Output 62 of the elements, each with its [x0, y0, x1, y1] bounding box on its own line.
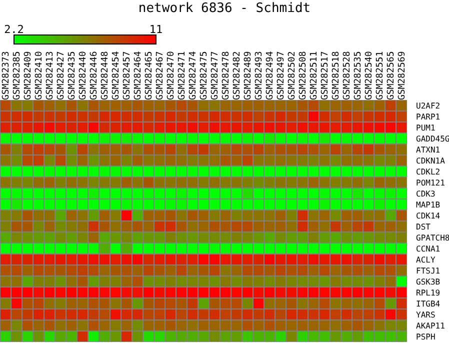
x-tick-label: GSM282471 [178, 51, 188, 100]
y-tick-label: PARP1 [416, 112, 440, 122]
y-tick-label: DST [416, 222, 431, 232]
x-tick-label: GSM282373 [2, 51, 12, 100]
x-tick-label: GSM282474 [188, 51, 198, 100]
x-tick-label: GSM282551 [376, 51, 386, 100]
x-tick-label: GSM282457 [122, 51, 132, 100]
y-tick-label: CDKN1A [416, 156, 446, 166]
color-bar-label: 11 [149, 23, 163, 36]
x-tick-label: GSM282454 [112, 51, 122, 100]
x-tick-label: GSM282489 [244, 51, 254, 100]
x-tick-label: GSM282470 [166, 51, 176, 100]
x-tick-label: GSM282410 [34, 51, 44, 100]
y-tick-label: ATXN1 [416, 146, 440, 154]
x-tick-label: GSM282413 [46, 51, 56, 100]
y-tick-label: PUM1 [416, 124, 436, 132]
x-tick-label: GSM282535 [354, 51, 364, 100]
x-tick-label: GSM282427 [56, 51, 66, 100]
y-tick-label: GSK3B [416, 278, 440, 286]
x-tick-label: GSM282540 [364, 51, 374, 100]
x-tick-label: GSM282502 [288, 51, 298, 100]
x-tick-label: GSM282477 [210, 51, 220, 100]
x-tick-label: GSM282511 [310, 51, 320, 100]
x-tick-label: GSM282475 [200, 51, 210, 100]
x-tick-label: GSM282440 [78, 51, 88, 100]
x-tick-label: GSM282464 [134, 51, 144, 100]
y-tick-label: CDK3 [416, 190, 436, 198]
x-tick-label: GSM282518 [332, 51, 342, 100]
x-tick-label: GSM282528 [342, 51, 352, 100]
y-tick-label: PSPH [416, 332, 436, 342]
y-tick-label: RPL19 [416, 288, 440, 298]
x-tick-label: GSM282478 [222, 51, 232, 100]
y-tick-label: MAP1B [416, 200, 440, 210]
x-tick-label: GSM282409 [24, 51, 34, 100]
chart-title: network 6836 - Schmidt [137, 0, 312, 18]
x-tick-label: GSM282482 [232, 51, 242, 100]
x-tick-label: GSM282517 [320, 51, 330, 100]
y-tick-label: GPATCH8 [416, 234, 449, 242]
y-tick-label: CDKL2 [416, 168, 440, 176]
x-tick-label: GSM282446 [90, 51, 100, 100]
y-tick-label: ITGB4 [416, 300, 440, 308]
x-tick-label: GSM282565 [386, 51, 396, 100]
x-tick-label: GSM282508 [298, 51, 308, 100]
y-tick-label: FTSJ1 [416, 266, 440, 276]
y-tick-label: ACLY [416, 256, 436, 264]
x-tick-label: GSM282493 [254, 51, 264, 100]
x-tick-label: GSM282448 [100, 51, 110, 100]
y-tick-label: YARS [416, 310, 436, 320]
x-tick-label: GSM282494 [266, 51, 276, 100]
x-tick-label: GSM282467 [156, 51, 166, 100]
y-tick-label: GADD45G [416, 134, 449, 144]
color-bar-label: 2.2 [4, 23, 24, 36]
x-tick-label: GSM282435 [68, 51, 78, 100]
x-tick-label: GSM282385 [12, 51, 22, 100]
y-tick-label: AKAP11 [416, 322, 446, 330]
y-tick-label: CCNA1 [416, 244, 440, 254]
y-tick-label: U2AF2 [416, 102, 440, 110]
y-tick-label: POM121 [416, 178, 446, 188]
x-tick-label: GSM282497 [276, 51, 286, 100]
x-tick-label: GSM282569 [398, 51, 408, 100]
y-tick-label: CDK14 [416, 212, 440, 220]
x-tick-label: GSM282465 [144, 51, 154, 100]
